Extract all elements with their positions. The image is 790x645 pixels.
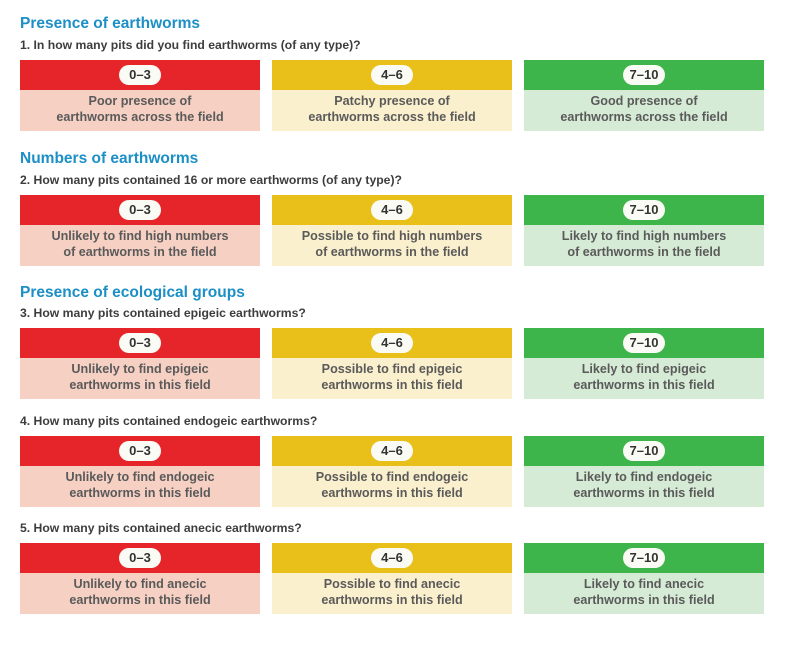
score-card-low: 0–3 Unlikely to find epigeic earthworms … [20, 328, 260, 399]
score-row-q1: 0–3 Poor presence of earthworms across t… [20, 60, 764, 131]
section-title-presence-of-ecological-groups: Presence of ecological groups [20, 284, 245, 301]
score-card-body: Likely to find high numbers of earthworm… [524, 225, 764, 266]
score-card-body: Possible to find high numbers of earthwo… [272, 225, 512, 266]
question-1: 1. In how many pits did you find earthwo… [20, 38, 361, 52]
score-card-medium: 4–6 Possible to find high numbers of ear… [272, 195, 512, 266]
score-card-high: 7–10 Likely to find epigeic earthworms i… [524, 328, 764, 399]
score-range-label: 0–3 [119, 548, 161, 568]
score-range-label: 0–3 [119, 333, 161, 353]
score-description: Unlikely to find epigeic earthworms in t… [69, 362, 211, 392]
score-range-label: 7–10 [623, 441, 665, 461]
score-card-header: 4–6 [272, 543, 512, 573]
score-range-label: 7–10 [623, 333, 665, 353]
score-card-header: 0–3 [20, 195, 260, 225]
score-card-header: 4–6 [272, 436, 512, 466]
score-range-label: 7–10 [623, 548, 665, 568]
score-description: Possible to find endogeic earthworms in … [315, 470, 469, 500]
score-card-low: 0–3 Poor presence of earthworms across t… [20, 60, 260, 131]
score-description: Unlikely to find anecic earthworms in th… [69, 577, 211, 607]
score-card-header: 0–3 [20, 328, 260, 358]
score-card-high: 7–10 Likely to find high numbers of eart… [524, 195, 764, 266]
score-card-header: 0–3 [20, 436, 260, 466]
score-card-header: 7–10 [524, 328, 764, 358]
score-card-header: 4–6 [272, 195, 512, 225]
score-card-body: Possible to find endogeic earthworms in … [272, 466, 512, 507]
score-card-body: Likely to find endogeic earthworms in th… [524, 466, 764, 507]
score-range-label: 0–3 [119, 441, 161, 461]
section-title-presence-of-earthworms: Presence of earthworms [20, 15, 201, 32]
score-description: Possible to find anecic earthworms in th… [321, 577, 463, 607]
score-range-label: 4–6 [371, 65, 413, 85]
score-card-header: 7–10 [524, 436, 764, 466]
score-card-high: 7–10 Good presence of earthworms across … [524, 60, 764, 131]
score-description: Poor presence of earthworms across the f… [56, 94, 224, 124]
score-range-label: 7–10 [623, 65, 665, 85]
score-card-header: 7–10 [524, 60, 764, 90]
score-card-body: Good presence of earthworms across the f… [524, 90, 764, 131]
score-card-high: 7–10 Likely to find endogeic earthworms … [524, 436, 764, 507]
score-range-label: 0–3 [119, 65, 161, 85]
score-card-low: 0–3 Unlikely to find high numbers of ear… [20, 195, 260, 266]
score-card-medium: 4–6 Possible to find anecic earthworms i… [272, 543, 512, 614]
score-row-q4: 0–3 Unlikely to find endogeic earthworms… [20, 436, 764, 507]
score-card-header: 7–10 [524, 195, 764, 225]
question-5: 5. How many pits contained anecic earthw… [20, 521, 302, 535]
score-range-label: 4–6 [371, 200, 413, 220]
score-card-header: 7–10 [524, 543, 764, 573]
score-description: Likely to find epigeic earthworms in thi… [573, 362, 715, 392]
score-description: Likely to find anecic earthworms in this… [573, 577, 715, 607]
score-card-low: 0–3 Unlikely to find anecic earthworms i… [20, 543, 260, 614]
score-card-header: 0–3 [20, 60, 260, 90]
score-card-body: Likely to find anecic earthworms in this… [524, 573, 764, 614]
question-4: 4. How many pits contained endogeic eart… [20, 414, 318, 428]
score-range-label: 0–3 [119, 200, 161, 220]
score-range-label: 4–6 [371, 548, 413, 568]
score-card-medium: 4–6 Possible to find endogeic earthworms… [272, 436, 512, 507]
score-card-body: Poor presence of earthworms across the f… [20, 90, 260, 131]
score-card-body: Possible to find anecic earthworms in th… [272, 573, 512, 614]
score-card-high: 7–10 Likely to find anecic earthworms in… [524, 543, 764, 614]
score-range-label: 7–10 [623, 200, 665, 220]
question-3: 3. How many pits contained epigeic earth… [20, 306, 306, 320]
score-description: Unlikely to find endogeic earthworms in … [65, 470, 215, 500]
score-card-body: Unlikely to find anecic earthworms in th… [20, 573, 260, 614]
score-card-body: Unlikely to find epigeic earthworms in t… [20, 358, 260, 399]
score-description: Good presence of earthworms across the f… [560, 94, 728, 124]
score-description: Likely to find high numbers of earthworm… [561, 229, 727, 259]
section-title-numbers-of-earthworms: Numbers of earthworms [20, 150, 199, 167]
score-card-body: Possible to find epigeic earthworms in t… [272, 358, 512, 399]
score-card-medium: 4–6 Patchy presence of earthworms across… [272, 60, 512, 131]
score-row-q2: 0–3 Unlikely to find high numbers of ear… [20, 195, 764, 266]
score-range-label: 4–6 [371, 333, 413, 353]
score-description: Possible to find epigeic earthworms in t… [321, 362, 463, 392]
score-card-header: 4–6 [272, 328, 512, 358]
score-description: Unlikely to find high numbers of earthwo… [51, 229, 229, 259]
score-card-header: 4–6 [272, 60, 512, 90]
score-description: Possible to find high numbers of earthwo… [301, 229, 483, 259]
score-description: Patchy presence of earthworms across the… [308, 94, 476, 124]
score-card-body: Patchy presence of earthworms across the… [272, 90, 512, 131]
score-card-body: Likely to find epigeic earthworms in thi… [524, 358, 764, 399]
score-card-body: Unlikely to find high numbers of earthwo… [20, 225, 260, 266]
score-card-medium: 4–6 Possible to find epigeic earthworms … [272, 328, 512, 399]
score-row-q3: 0–3 Unlikely to find epigeic earthworms … [20, 328, 764, 399]
score-card-body: Unlikely to find endogeic earthworms in … [20, 466, 260, 507]
score-range-label: 4–6 [371, 441, 413, 461]
score-card-header: 0–3 [20, 543, 260, 573]
question-2: 2. How many pits contained 16 or more ea… [20, 173, 402, 187]
score-card-low: 0–3 Unlikely to find endogeic earthworms… [20, 436, 260, 507]
score-description: Likely to find endogeic earthworms in th… [573, 470, 715, 500]
score-row-q5: 0–3 Unlikely to find anecic earthworms i… [20, 543, 764, 614]
